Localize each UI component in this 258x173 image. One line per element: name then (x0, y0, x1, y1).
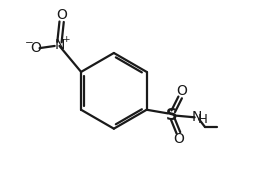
Text: S: S (166, 108, 177, 123)
Text: −: − (25, 38, 33, 48)
Text: O: O (176, 84, 187, 98)
Text: $\mathregular{N}$: $\mathregular{N}$ (54, 38, 65, 52)
Text: N: N (191, 110, 201, 124)
Text: O: O (174, 132, 184, 146)
Text: O: O (30, 41, 41, 55)
Text: H: H (197, 113, 207, 126)
Text: +: + (62, 35, 69, 44)
Text: O: O (56, 8, 67, 22)
